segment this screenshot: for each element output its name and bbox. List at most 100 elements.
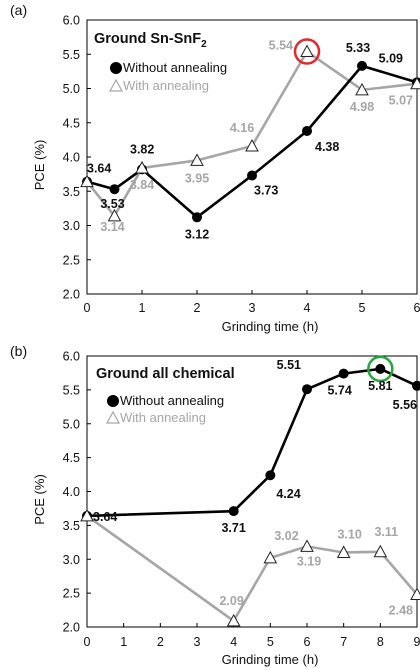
data-label: 3.73 (254, 183, 278, 197)
x-tick-label: 5 (267, 635, 274, 649)
data-label: 3.12 (185, 227, 209, 241)
x-tick-label: 0 (84, 635, 91, 649)
x-tick-label: 8 (377, 635, 384, 649)
highlight-circle (367, 355, 394, 383)
panel-label: (b) (10, 343, 27, 359)
data-label: 4.98 (350, 100, 374, 114)
data-label: 5.54 (269, 39, 293, 53)
x-tick-label: 1 (120, 635, 127, 649)
data-label: 3.10 (337, 527, 361, 541)
y-tick-label: 2.0 (63, 621, 80, 635)
data-point-with-annealing (300, 44, 314, 58)
chart-title: Ground Sn-SnF2 (94, 31, 207, 50)
y-tick-label: 3.5 (63, 519, 80, 533)
x-tick-label: 3 (249, 301, 256, 315)
chart-title-subscript: 2 (201, 39, 207, 50)
x-tick-label: 5 (359, 301, 366, 315)
data-label: 3.71 (221, 521, 245, 535)
legend-marker-without-annealing (110, 62, 122, 74)
y-tick-label: 4.5 (63, 451, 80, 465)
data-point-with-annealing (300, 539, 314, 552)
data-point-without-annealing (247, 170, 257, 181)
data-point-without-annealing (192, 212, 202, 223)
x-axis-label: Grinding time (h) (222, 652, 319, 667)
y-tick-label: 3.0 (63, 219, 80, 233)
x-axis-label: Grinding time (h) (222, 319, 319, 334)
x-tick-label: 6 (304, 635, 311, 649)
data-point-with-annealing (190, 153, 204, 166)
data-label: 5.74 (327, 384, 351, 398)
data-point-without-annealing (357, 60, 367, 71)
x-tick-label: 4 (230, 635, 237, 649)
y-axis-label: PCE (%) (32, 140, 47, 191)
data-label: 5.81 (368, 379, 392, 393)
y-tick-label: 2.5 (63, 253, 80, 267)
data-label: 5.09 (379, 51, 403, 65)
legend-marker-with-annealing (105, 410, 121, 424)
data-point-with-annealing (80, 508, 94, 522)
data-point-without-annealing (338, 368, 349, 379)
y-tick-label: 4.0 (63, 485, 80, 499)
data-point-without-annealing (109, 184, 120, 195)
y-tick-label: 3.5 (63, 185, 80, 199)
data-label: 2.48 (389, 603, 413, 617)
data-point-with-annealing (107, 208, 122, 222)
chart-panel-a: 2.0 2.5 3.0 3.5 4.0 4.5 5.0 5.5 6.0 0 1 2 3 4 5 6 Grindi… (10, 2, 420, 334)
data-point-with-annealing (410, 76, 420, 90)
data-point-without-annealing (265, 470, 276, 481)
data-point-without-annealing (412, 380, 420, 391)
data-point-with-annealing (355, 82, 369, 96)
data-point-with-annealing (336, 545, 351, 558)
chart-title-main: Ground all chemical (96, 366, 235, 382)
y-tick-label: 5.0 (63, 417, 80, 431)
data-label: 2.09 (219, 594, 243, 608)
legend-label-without-annealing: Without annealing (120, 393, 224, 408)
data-point-without-annealing (302, 125, 312, 136)
data-point-without-annealing (302, 384, 312, 395)
data-label: 3.84 (130, 178, 154, 192)
series-line-with-annealing (85, 50, 418, 218)
data-point-with-annealing (245, 138, 259, 152)
data-point-with-annealing (80, 174, 94, 188)
x-tick-label: 9 (414, 635, 420, 649)
data-label: 3.53 (100, 197, 124, 211)
legend-marker-without-annealing (107, 395, 119, 407)
y-tick-label: 5.0 (63, 82, 80, 96)
y-tick-label: 4.5 (63, 116, 80, 130)
data-point-with-annealing (373, 544, 388, 558)
highlight-circle (293, 38, 321, 65)
x-tick-label: 7 (340, 635, 347, 649)
legend-label-with-annealing: With annealing (123, 78, 209, 93)
y-tick-label: 2.5 (63, 587, 80, 601)
x-tick-label: 1 (139, 301, 146, 315)
data-label: 3.82 (130, 142, 154, 156)
x-tick-label: 6 (414, 301, 420, 315)
y-tick-label: 5.5 (63, 48, 80, 62)
data-label: 5.51 (277, 358, 301, 372)
chart-title: Ground all chemical (96, 366, 235, 382)
x-tick-label: 2 (194, 301, 201, 315)
data-label: 4.16 (230, 121, 254, 135)
y-tick-label: 2.0 (63, 288, 80, 302)
data-label: 5.56 (393, 398, 417, 412)
y-tick-label: 4.0 (63, 151, 80, 165)
legend-marker-with-annealing (108, 78, 124, 92)
y-tick-label: 6.0 (63, 350, 80, 364)
data-label: 3.14 (100, 220, 124, 234)
y-tick-label: 5.5 (63, 383, 80, 397)
data-label: 4.38 (315, 140, 339, 154)
data-point-with-annealing (263, 550, 278, 564)
data-point-with-annealing (226, 613, 241, 627)
legend-label-with-annealing: With annealing (120, 410, 206, 425)
chart-panel-b: 2.0 2.5 3.0 3.5 4.0 4.5 5.0 5.5 6.0 0 1 2 3 4 5 6 7 8 9 Gri… (10, 343, 420, 667)
data-point-without-annealing (375, 363, 386, 374)
data-label: 3.02 (274, 529, 298, 543)
x-tick-label: 2 (157, 635, 164, 649)
data-label: 5.33 (346, 41, 370, 55)
x-tick-label: 4 (304, 301, 311, 315)
data-point-with-annealing (135, 160, 149, 174)
legend-label-without-annealing: Without annealing (123, 60, 227, 75)
data-label: 4.24 (276, 487, 300, 501)
data-label: 3.11 (375, 525, 399, 539)
y-tick-label: 6.0 (63, 14, 80, 28)
